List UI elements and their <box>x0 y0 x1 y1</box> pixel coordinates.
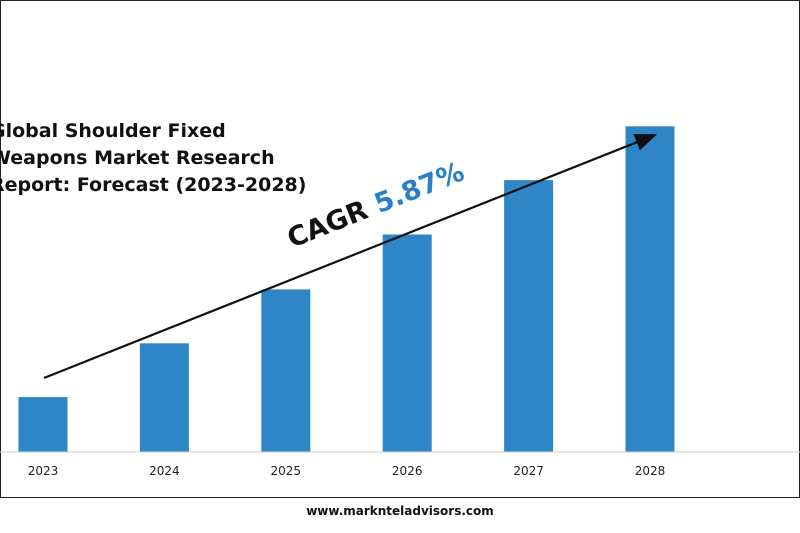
chart-title: Global Shoulder Fixed Weapons Market Res… <box>0 118 307 199</box>
x-tick-label-2024: 2024 <box>149 464 180 478</box>
x-tick-label-2028: 2028 <box>635 464 666 478</box>
x-tick-label-2025: 2025 <box>271 464 302 478</box>
bar-2024 <box>139 343 189 452</box>
x-tick-label-2026: 2026 <box>392 464 423 478</box>
bar-chart: 2023 2024 2025 2026 2027 2028 CAGR5.87% <box>0 126 800 478</box>
title-line-3: Report: Forecast (2023-2028) <box>0 174 307 196</box>
bar-2028 <box>625 126 675 453</box>
cagr-value: 5.87% <box>370 156 468 219</box>
bar-2027 <box>504 180 554 452</box>
cagr-arrow <box>43 133 658 380</box>
x-tick-label-2027: 2027 <box>513 464 544 478</box>
bar-2026 <box>382 234 432 452</box>
cagr-label: CAGR <box>283 195 372 255</box>
x-tick-label-2023: 2023 <box>28 464 59 478</box>
title-line-2: Weapons Market Research <box>0 147 275 169</box>
bar-2023 <box>18 397 68 452</box>
title-line-1: Global Shoulder Fixed <box>0 120 226 142</box>
cagr-annotation: CAGR5.87% <box>283 156 469 254</box>
bar-2025 <box>261 289 311 452</box>
footer-website: www.marknteladvisors.com <box>306 504 494 518</box>
